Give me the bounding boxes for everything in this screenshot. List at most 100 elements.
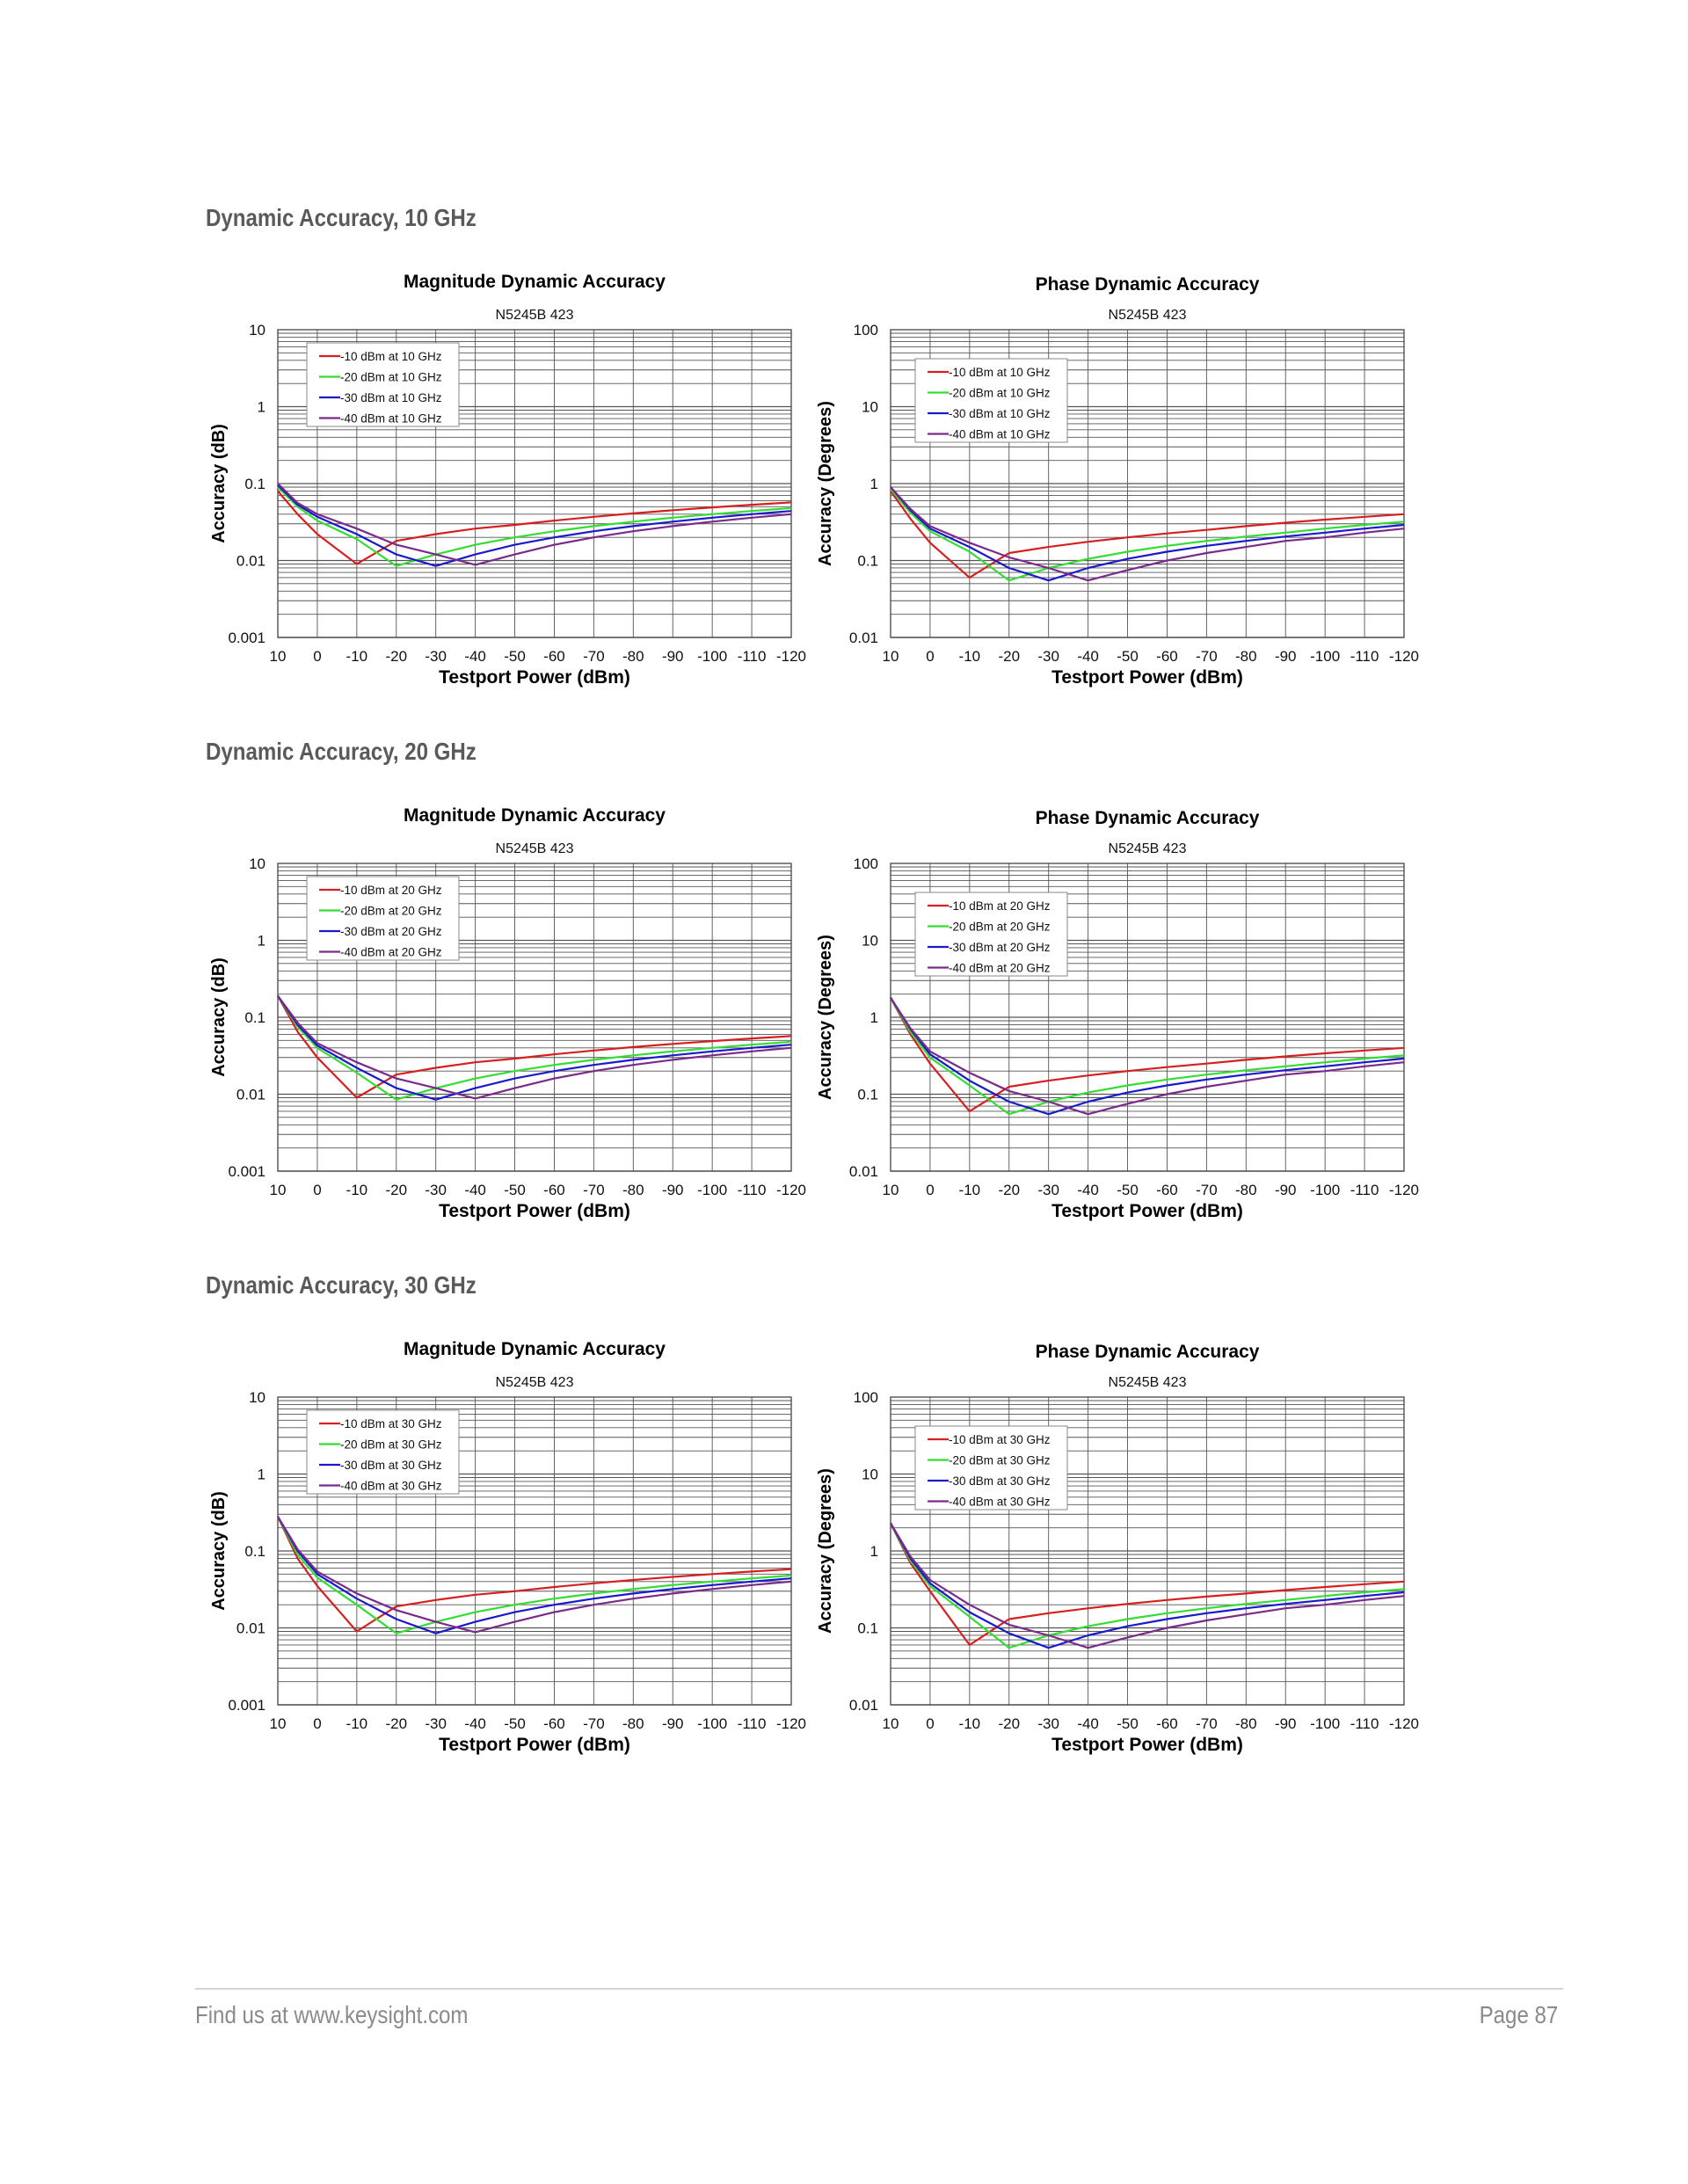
x-tick-label: -80	[622, 1715, 644, 1732]
y-tick-label: 0.01	[236, 1087, 266, 1103]
y-tick-label: 0.01	[236, 553, 266, 570]
legend-label: -40 dBm at 30 GHz	[949, 1496, 1051, 1509]
x-tick-label: 0	[926, 648, 934, 665]
series-line-1	[277, 490, 792, 565]
y-tick-label: 1	[870, 1009, 878, 1026]
x-tick-label: -40	[1077, 1182, 1099, 1198]
legend-label: -40 dBm at 20 GHz	[340, 946, 442, 959]
phase-chart-20ghz: 10 0 -10 -20 -30 -40 -50 -60 -70 -80 -90 -100 -110 -1…	[816, 808, 1419, 1221]
x-tick-label: -10	[959, 1182, 981, 1198]
chart-subtitle: N5245B 423	[496, 841, 574, 856]
chart-title: Magnitude Dynamic Accuracy	[404, 805, 666, 826]
x-tick-label: 0	[926, 1715, 934, 1732]
x-tick-label: -60	[1156, 648, 1178, 665]
x-tick-label: -100	[1310, 1182, 1340, 1198]
x-tick-label: 10	[270, 1182, 287, 1198]
legend-label: -20 dBm at 30 GHz	[949, 1454, 1051, 1467]
y-tick-label: 10	[862, 399, 878, 416]
y-axis-label: Accuracy (dB)	[209, 424, 229, 543]
y-axis-label: Accuracy (dB)	[209, 957, 229, 1077]
legend-label: -40 dBm at 30 GHz	[340, 1480, 442, 1493]
x-tick-label: -50	[504, 1715, 526, 1732]
x-tick-label: -80	[622, 648, 644, 665]
x-axis-label: Testport Power (dBm)	[1051, 1735, 1243, 1755]
x-axis-label: Testport Power (dBm)	[439, 1735, 630, 1755]
x-tick-label: -60	[1156, 1715, 1178, 1732]
magnitude-chart-20ghz: 10 0 -10 -20 -30 -40 -50 -60 -70 -80 -90 -100 -110 -1…	[209, 805, 806, 1221]
x-tick-label: -40	[1077, 1715, 1099, 1732]
x-axis-label: Testport Power (dBm)	[439, 667, 630, 688]
x-tick-label: -30	[425, 1182, 447, 1198]
x-tick-label: -30	[425, 1715, 447, 1732]
chart-subtitle: N5245B 423	[496, 1375, 574, 1390]
x-tick-label: -10	[959, 1715, 981, 1732]
plot-frame	[277, 1396, 792, 1706]
x-tick-label: -60	[543, 648, 565, 665]
series-line-1	[277, 995, 792, 1099]
legend-label: -30 dBm at 10 GHz	[340, 391, 442, 404]
y-tick-label: 10	[249, 1389, 266, 1406]
legend-label: -30 dBm at 30 GHz	[949, 1474, 1051, 1488]
x-axis-label: Testport Power (dBm)	[439, 1201, 630, 1221]
y-axis-label: Accuracy (Degrees)	[816, 1468, 835, 1634]
phase-chart-10ghz: 10 0 -10 -20 -30 -40 -50 -60 -70 -80 -90 -100 -110 -1…	[816, 274, 1419, 688]
x-tick-label: -120	[1389, 1182, 1419, 1198]
x-tick-label: -50	[504, 1182, 526, 1198]
x-tick-label: -30	[1037, 648, 1059, 665]
x-tick-label: -40	[464, 1182, 486, 1198]
plot-frame	[890, 1396, 1405, 1706]
x-tick-label: -120	[1389, 648, 1419, 665]
x-tick-label: -110	[1350, 648, 1379, 665]
x-tick-label: 0	[926, 1182, 934, 1198]
x-tick-label: -70	[1196, 1182, 1218, 1198]
chart-subtitle: N5245B 423	[1109, 1375, 1187, 1390]
x-tick-label: -90	[662, 648, 684, 665]
x-tick-label: -20	[998, 1715, 1020, 1732]
series-line-1	[277, 1516, 792, 1633]
x-tick-label: -50	[1117, 1715, 1139, 1732]
x-tick-label: -80	[1235, 1182, 1257, 1198]
series-line-2	[890, 1522, 1405, 1649]
legend-label: -20 dBm at 20 GHz	[340, 905, 442, 918]
y-tick-label: 1	[258, 399, 266, 416]
footer-divider	[195, 1988, 1563, 1990]
x-tick-label: -20	[998, 648, 1020, 665]
chart-title: Magnitude Dynamic Accuracy	[404, 272, 666, 292]
section-heading-30ghz: Dynamic Accuracy, 30 GHz	[206, 1271, 477, 1299]
series-line-3	[277, 1516, 792, 1634]
x-tick-label: -30	[1037, 1715, 1059, 1732]
x-tick-label: -10	[346, 1715, 368, 1732]
x-tick-label: -100	[1310, 648, 1340, 665]
chart-title: Phase Dynamic Accuracy	[1036, 1342, 1260, 1362]
section-heading-10ghz: Dynamic Accuracy, 10 GHz	[206, 204, 477, 231]
x-tick-label: -120	[776, 648, 806, 665]
series-line-2	[277, 486, 792, 567]
x-tick-label: -100	[697, 1182, 727, 1198]
series-line-4	[277, 483, 792, 566]
legend-label: -10 dBm at 20 GHz	[340, 884, 442, 897]
y-axis-label: Accuracy (Degrees)	[816, 935, 835, 1100]
x-tick-label: -50	[1117, 1182, 1139, 1198]
x-tick-label: -30	[1037, 1182, 1059, 1198]
y-tick-label: 0.1	[857, 553, 878, 570]
y-tick-label: 0.1	[857, 1087, 878, 1103]
series-line-3	[277, 484, 792, 567]
x-tick-label: -100	[697, 648, 727, 665]
x-tick-label: -70	[583, 1715, 605, 1732]
y-tick-label: 0.01	[849, 1697, 878, 1714]
y-tick-label: 0.1	[244, 476, 266, 492]
x-tick-label: -100	[697, 1715, 727, 1732]
x-tick-label: -90	[662, 1182, 684, 1198]
y-tick-label: 0.001	[228, 1163, 266, 1180]
x-tick-label: -30	[425, 648, 447, 665]
x-tick-label: -10	[959, 648, 981, 665]
y-tick-label: 1	[870, 476, 878, 492]
phase-chart-30ghz: 10 0 -10 -20 -30 -40 -50 -60 -70 -80 -90 -100 -110 -1…	[816, 1342, 1419, 1755]
legend-label: -30 dBm at 30 GHz	[340, 1459, 442, 1472]
x-tick-label: -70	[583, 1182, 605, 1198]
x-tick-label: -50	[504, 648, 526, 665]
series-line-3	[890, 997, 1405, 1116]
footer-page-number: Page 87	[1479, 2001, 1558, 2028]
x-tick-label: 10	[883, 1715, 899, 1732]
series-line-1	[890, 490, 1405, 579]
